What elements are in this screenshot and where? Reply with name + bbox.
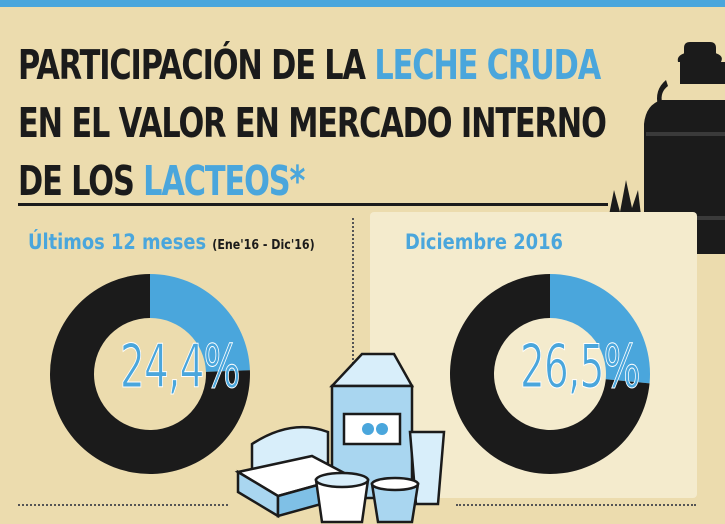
chart-1-label: Últimos 12 meses (Ene'16 - Dic'16) <box>28 230 315 254</box>
page-title: PARTICIPACIÓN DE LA LECHE CRUDA EN EL VA… <box>18 36 607 210</box>
title-line1-highlight: LECHE CRUDA <box>374 41 601 89</box>
title-underline <box>18 203 608 206</box>
chart-2-percentage: 26,5% <box>520 332 641 403</box>
donut-1-slice-2 <box>49 274 251 474</box>
donut-1-slice-1 <box>150 274 250 372</box>
chart-2-title: Diciembre 2016 <box>405 230 563 254</box>
divider-vertical <box>352 218 354 488</box>
chart-2-label: Diciembre 2016 <box>405 230 563 254</box>
donut-chart-diciembre-2016 <box>450 274 650 475</box>
top-accent-bar <box>0 0 725 7</box>
divider-bottom-left <box>18 504 228 506</box>
donut-chart-ultimos-12-meses <box>49 274 251 474</box>
chart-1-percentage: 24,4% <box>120 332 241 403</box>
divider-bottom-right <box>456 504 696 506</box>
donut-2-slice-2 <box>450 274 650 475</box>
donut-2-slice-1 <box>550 274 650 384</box>
title-line3-a: DE LOS <box>18 157 144 205</box>
title-line3-highlight: LACTEOS* <box>143 157 305 205</box>
chart-1-subtitle: (Ene'16 - Dic'16) <box>212 238 315 253</box>
chart-1-title: Últimos 12 meses <box>28 230 207 254</box>
title-line1-a: PARTICIPACIÓN DE LA <box>18 41 375 89</box>
title-line2: EN EL VALOR EN MERCADO INTERNO <box>18 99 607 147</box>
dairy-products-icon <box>234 352 446 524</box>
